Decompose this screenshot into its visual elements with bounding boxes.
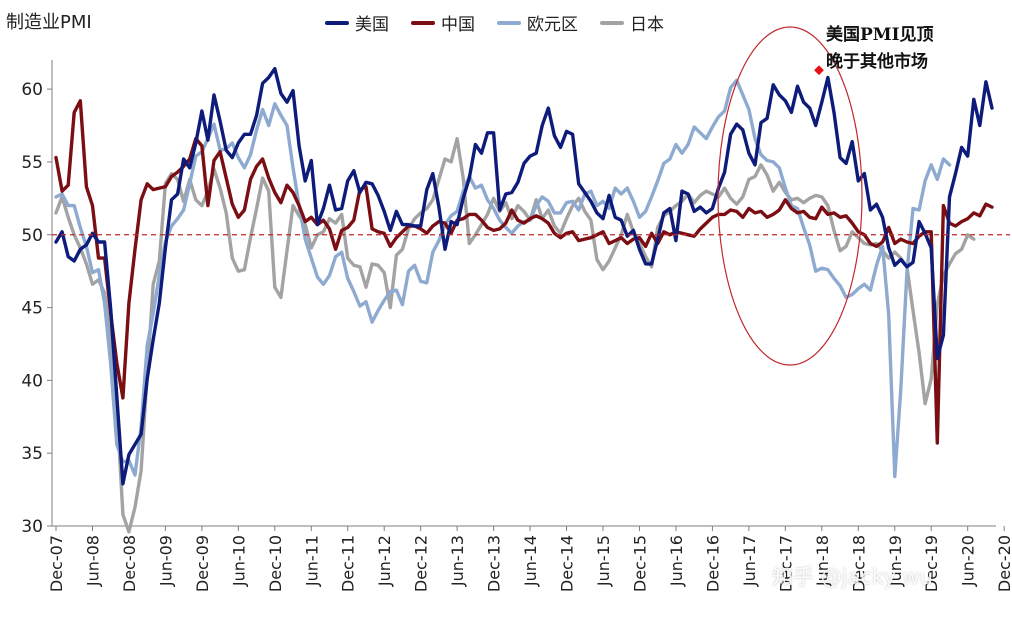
x-tick-label: Dec-10 [266,535,285,592]
legend-item-china: 中国 [411,10,475,35]
y-tick-label: 60 [21,80,43,100]
y-tick-label: 50 [21,226,43,246]
y-axis-title: 制造业PMI [6,12,92,33]
watermark: 知乎 @jacky wu [772,565,933,589]
series-line-china [54,99,994,445]
highlight-ellipse [717,26,863,366]
x-tick-label: Dec-12 [412,535,431,592]
y-tick-label: 30 [21,517,43,537]
x-tick-label: Jun-16 [667,535,686,587]
x-tick-label: Jun-08 [83,535,102,587]
y-tick-label: 35 [21,444,43,464]
legend-label-japan: 日本 [630,15,664,35]
legend-item-japan: 日本 [600,10,664,35]
x-tick-label: Jun-20 [959,535,978,587]
y-tick-label: 45 [21,299,43,319]
x-tick-label: Jun-11 [302,535,321,587]
legend-label-euro: 欧元区 [527,15,578,35]
legend-swatch-euro [497,20,521,25]
x-tick-label: Dec-19 [922,535,941,592]
x-tick-label: Jun-12 [375,535,394,587]
peak-annotation-line2: 晚于其他市场 [826,52,928,72]
x-tick-label: Dec-13 [485,535,504,592]
peak-annotation-line1: 美国PMI见顶 [826,25,934,45]
x-tick-label: Dec-14 [558,535,577,592]
legend-item-us: 美国 [325,10,389,35]
x-tick-label: Jun-14 [521,535,540,587]
peak-annotation: 美国PMI见顶 晚于其他市场 [826,22,934,76]
x-tick-label: Dec-18 [849,535,868,592]
series-line-euro [54,78,952,479]
axes-layer: 30 35 40 45 50 55 60 Dec-07 Jun-08 Dec-08 Jun-09 De… [21,60,1012,592]
y-tick-label: 55 [21,153,43,173]
x-tick-label: Dec-17 [776,535,795,592]
x-tick-label: Jun-18 [813,535,832,587]
x-tick-label: Dec-11 [339,535,358,592]
chart-legend: 美国 中国 欧元区 日本 [325,10,664,35]
x-tick-label: Jun-09 [156,535,175,587]
x-tick-label: Jun-13 [448,535,467,587]
x-tick-label: Dec-16 [703,535,722,592]
legend-label-us: 美国 [355,15,389,35]
x-tick-label: Dec-09 [193,535,212,592]
overlay-layer [52,26,1010,366]
x-tick-label: Dec-07 [47,535,66,592]
x-tick-label: Dec-20 [995,535,1012,592]
x-tick-label: Dec-15 [630,535,649,592]
x-tick-label: Jun-17 [740,535,759,587]
x-tick-label: Dec-08 [120,535,139,592]
x-tick-label: Jun-10 [229,535,248,587]
peak-marker [812,64,826,77]
legend-swatch-japan [600,20,624,25]
legend-item-euro: 欧元区 [497,10,578,35]
legend-label-china: 中国 [441,15,475,35]
series-layer [54,66,994,534]
x-tick-label: Jun-19 [886,535,905,587]
legend-swatch-china [411,20,435,25]
series-line-us [54,66,994,486]
x-tick-label: Jun-15 [594,535,613,587]
y-tick-label: 40 [21,371,43,391]
legend-swatch-us [325,20,349,25]
series-line-japan [54,136,976,534]
